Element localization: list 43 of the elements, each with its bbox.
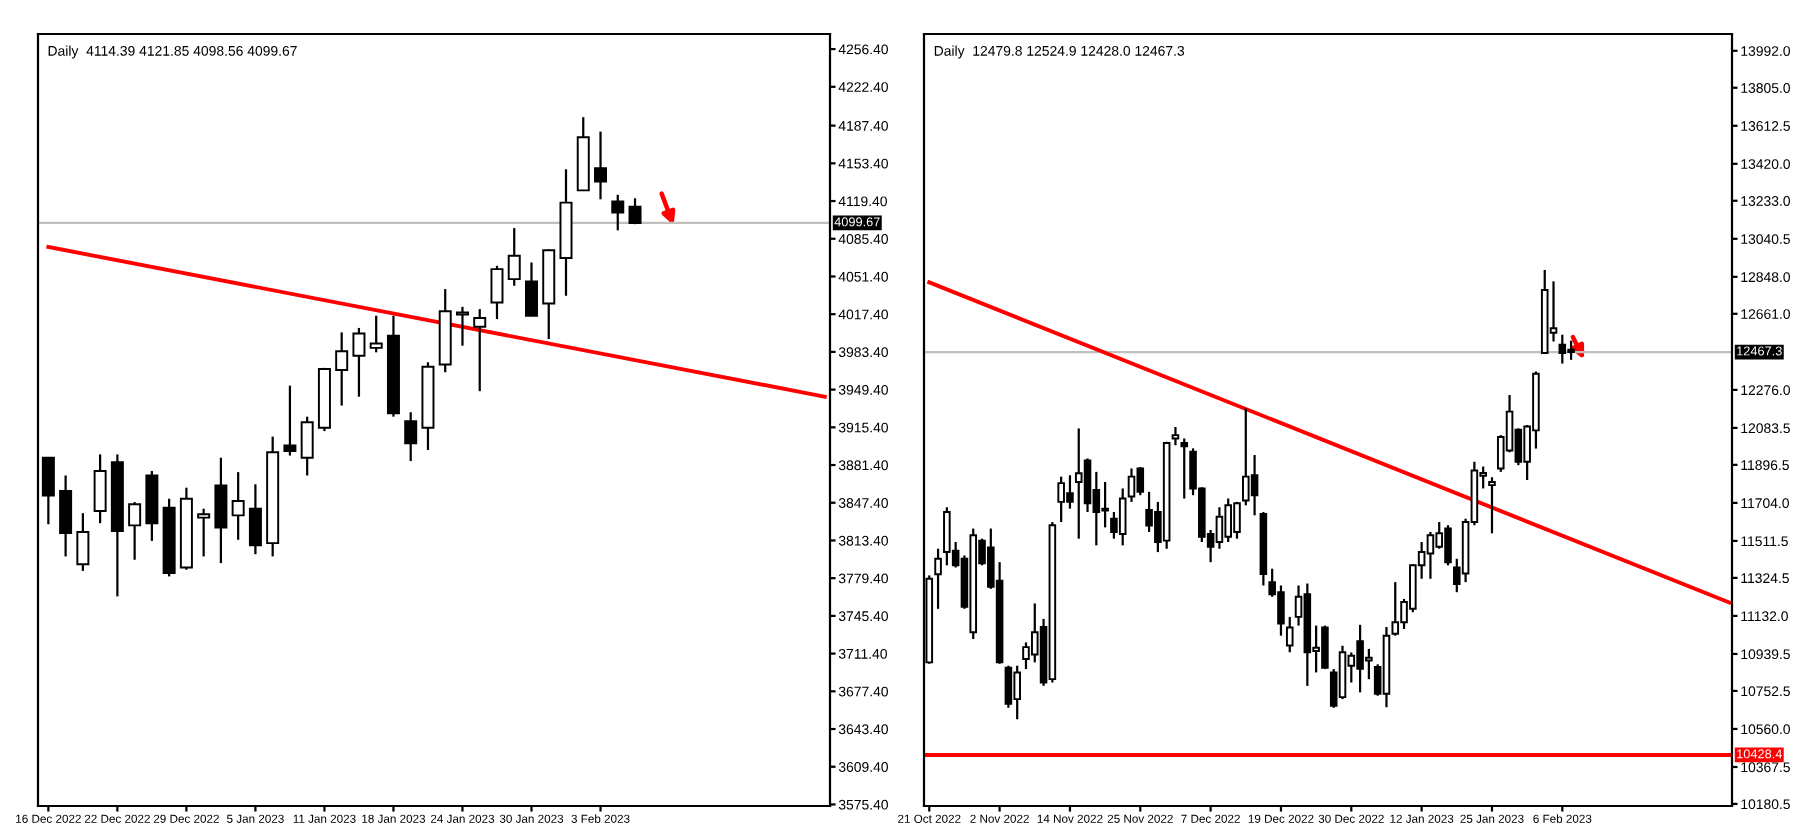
- candlestick: [1426, 530, 1435, 580]
- candlestick: [1488, 476, 1496, 535]
- candlestick: [1567, 339, 1575, 361]
- candlestick: [1558, 333, 1567, 365]
- candlestick: [1004, 664, 1013, 709]
- candlestick: [197, 507, 211, 558]
- candlestick: [283, 384, 297, 457]
- candlestick: [1215, 506, 1224, 550]
- candlestick: [628, 197, 642, 226]
- candlestick: [145, 469, 159, 543]
- candlestick: [1101, 480, 1109, 529]
- candlestick: [352, 326, 366, 398]
- candlestick: [1285, 615, 1294, 654]
- candlestick: [300, 415, 314, 477]
- candlestick: [76, 512, 90, 572]
- candlestick: [404, 411, 418, 463]
- candlestick: [1171, 425, 1180, 447]
- candlestick: [1083, 457, 1092, 514]
- candlestick: [525, 261, 538, 317]
- candlestick: [369, 314, 383, 354]
- candlestick: [128, 500, 142, 561]
- candlestick: [943, 506, 951, 567]
- candlestick: [1074, 427, 1083, 540]
- candlestick: [1013, 664, 1021, 721]
- candlestick: [231, 471, 245, 541]
- candlestick: [1118, 487, 1127, 547]
- candlestick: [59, 474, 73, 558]
- candlestick: [507, 227, 521, 287]
- candlestick: [214, 456, 228, 565]
- candlestick: [248, 483, 262, 556]
- candlestick: [934, 547, 942, 610]
- candlestick: [611, 193, 625, 232]
- candlestick: [1338, 644, 1347, 701]
- candlestick: [1242, 407, 1250, 507]
- candlestick: [490, 264, 504, 321]
- candlestick: [1136, 466, 1145, 497]
- candlestick: [594, 130, 607, 201]
- candlestick: [335, 331, 349, 407]
- candlestick: [455, 305, 469, 347]
- candlestick: [1250, 453, 1259, 517]
- candlestick: [1127, 467, 1136, 504]
- candlestick: [473, 307, 487, 393]
- candlestick: [93, 453, 107, 525]
